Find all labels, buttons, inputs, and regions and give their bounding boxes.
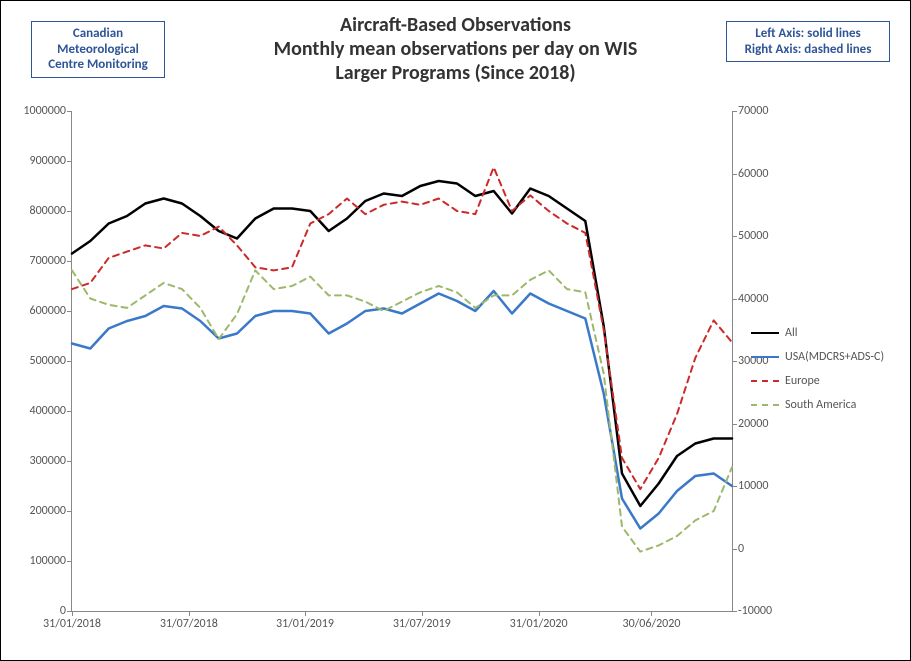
legend-swatch (751, 380, 779, 382)
y-left-tick-label: 200000 (30, 504, 67, 518)
legend-item: South America (751, 398, 884, 412)
y-left-tick-label: 300000 (30, 454, 67, 468)
x-tick-label: 30/06/2020 (623, 617, 681, 631)
legend-label: Europe (785, 374, 820, 388)
x-tick-label: 31/01/2020 (510, 617, 568, 631)
title-line-2: Monthly mean observations per day on WIS (1, 37, 910, 61)
legend-swatch (751, 356, 779, 358)
y-left-tick-label: 900000 (30, 154, 67, 168)
x-tick-label: 31/07/2018 (160, 617, 218, 631)
y-right-tick-label: 40000 (738, 292, 768, 306)
y-right-tick-label: 10000 (738, 479, 768, 493)
y-left-tick-label: 400000 (30, 404, 67, 418)
y-right-tick-label: 70000 (738, 104, 768, 118)
x-tick-label: 31/07/2019 (393, 617, 451, 631)
series-europe (72, 167, 732, 489)
y-right-tick-label: 50000 (738, 229, 768, 243)
line-series-svg (72, 111, 732, 611)
y-left-tick-label: 800000 (30, 204, 67, 218)
y-left-tick-label: 1000000 (23, 104, 66, 118)
legend-label: USA(MDCRS+ADS-C) (785, 350, 884, 364)
y-left-tick-label: 500000 (30, 354, 67, 368)
chart-frame: Canadian Meteorological Centre Monitorin… (0, 0, 911, 661)
title-line-1: Aircraft-Based Observations (1, 13, 910, 37)
legend-swatch (751, 332, 779, 334)
legend-item: All (751, 326, 884, 340)
y-right-tick-label: 0 (738, 542, 744, 556)
legend: All USA(MDCRS+ADS-C) Europe South America (751, 326, 884, 422)
title-line-3: Larger Programs (Since 2018) (1, 61, 910, 85)
legend-item: Europe (751, 374, 884, 388)
chart-title: Aircraft-Based Observations Monthly mean… (1, 13, 910, 85)
legend-swatch (751, 404, 779, 406)
y-left-tick-label: 700000 (30, 254, 67, 268)
y-right-tick-label: 60000 (738, 167, 768, 181)
x-tick-label: 31/01/2019 (276, 617, 334, 631)
y-left-tick-label: 0 (60, 604, 66, 618)
y-left-tick-label: 600000 (30, 304, 67, 318)
y-right-tick-label: -10000 (738, 604, 772, 618)
legend-label: South America (785, 398, 856, 412)
series-all (72, 181, 732, 506)
legend-label: All (785, 326, 797, 340)
plot-area: 0100000200000300000400000500000600000700… (71, 111, 733, 612)
x-tick-label: 31/01/2018 (43, 617, 101, 631)
y-left-tick-label: 100000 (30, 554, 67, 568)
legend-item: USA(MDCRS+ADS-C) (751, 350, 884, 364)
